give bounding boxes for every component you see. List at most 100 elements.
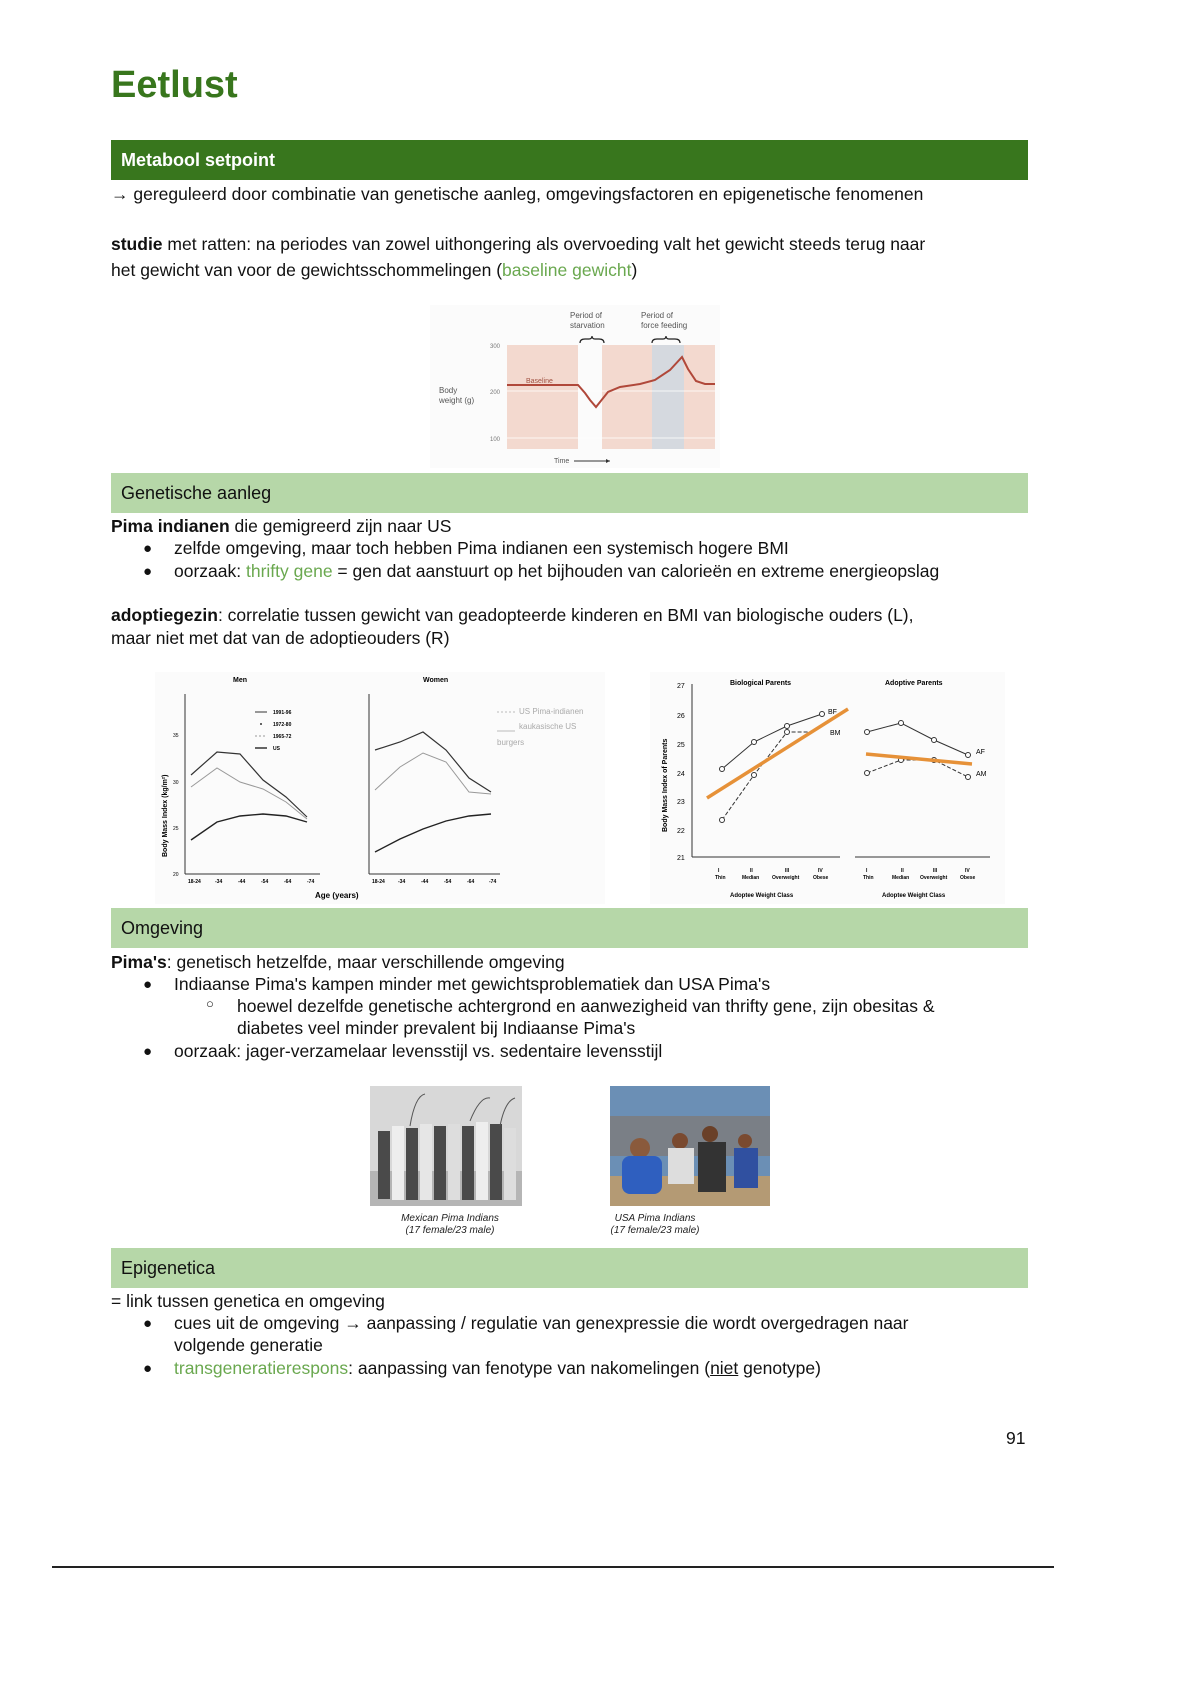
section-header-omgeving: Omgeving bbox=[111, 908, 1028, 948]
caption-usa-pima: USA Pima Indians (17 female/23 male) bbox=[600, 1213, 710, 1237]
bullet-text: oorzaak: jager-verzamelaar levensstijl v… bbox=[174, 1041, 663, 1061]
bullet-text: Indiaanse Pima's kampen minder met gewic… bbox=[174, 974, 771, 994]
svg-text:Obese: Obese bbox=[960, 875, 976, 881]
page-number: 91 bbox=[1006, 1428, 1026, 1448]
pima-bold: Pima indianen bbox=[111, 516, 230, 536]
series-men-pima-2 bbox=[190, 767, 308, 820]
brace-force-feeding bbox=[651, 335, 681, 344]
page-divider bbox=[52, 1566, 1054, 1568]
panel-title-biological: Biological Parents bbox=[730, 680, 791, 687]
studie-end: ) bbox=[631, 260, 638, 280]
svg-text:I: I bbox=[866, 868, 868, 874]
svg-text:Overweight: Overweight bbox=[920, 875, 948, 881]
ytick-300: 300 bbox=[490, 344, 501, 350]
xtick: -54 bbox=[444, 879, 451, 885]
bullet-text-1: cues uit de omgeving → aanpassing / regu… bbox=[174, 1313, 909, 1333]
y-axis-label: Body Mass Index (kg/m²) bbox=[162, 775, 169, 857]
panel-title-women: Women bbox=[423, 677, 448, 684]
trendline-biological bbox=[706, 707, 849, 800]
shade-after bbox=[602, 345, 652, 449]
ytick: 23 bbox=[677, 799, 685, 806]
caption-line: (17 female/23 male) bbox=[610, 1225, 700, 1236]
bullet-post: = gen dat aanstuurt op het bijhouden van… bbox=[332, 561, 940, 581]
ytick: 35 bbox=[173, 733, 179, 739]
figure-pima-bmi: Men Women Body Mass Index (kg/m²) 35 30 … bbox=[155, 672, 605, 904]
pimas-line: Pima's: genetisch hetzelfde, maar versch… bbox=[111, 951, 565, 974]
brace-starvation bbox=[579, 335, 605, 344]
ytick: 25 bbox=[173, 826, 179, 832]
studie-paragraph-line2: het gewicht van voor de gewichtsschommel… bbox=[111, 259, 637, 282]
adoptie-line2: maar niet met dat van de adoptieouders (… bbox=[111, 628, 450, 648]
photo-usa-pima bbox=[610, 1086, 770, 1206]
label-period-starvation-2: starvation bbox=[570, 321, 605, 330]
svg-text:Median: Median bbox=[742, 875, 759, 881]
y-axis-label-1: Body bbox=[439, 386, 457, 395]
svg-text:II: II bbox=[901, 868, 904, 874]
xtick: 18-24 bbox=[188, 879, 201, 885]
x-axis-label-right: Adoptee Weight Class bbox=[882, 893, 946, 899]
series-women-pima bbox=[374, 731, 492, 793]
pimas-text: : genetisch hetzelfde, maar verschillend… bbox=[166, 952, 565, 972]
label-af: AF bbox=[976, 749, 985, 756]
bullet-text-main: : aanpassing van fenotype van nakomeling… bbox=[348, 1358, 711, 1378]
ytick: 27 bbox=[677, 683, 685, 690]
ytick: 30 bbox=[173, 780, 179, 786]
svg-text:Median: Median bbox=[892, 875, 909, 881]
bullet-icon: ● bbox=[143, 1315, 153, 1332]
svg-text:Obese: Obese bbox=[813, 875, 829, 881]
svg-text:Thin: Thin bbox=[863, 875, 874, 881]
xtick: -74 bbox=[307, 879, 314, 885]
annotation-us-pima: US Pima-indianen bbox=[519, 707, 583, 716]
svg-text:1972-80: 1972-80 bbox=[273, 722, 292, 728]
pimas-bold: Pima's bbox=[111, 952, 167, 972]
annotation-caucasian: kaukasische US bbox=[519, 722, 576, 731]
adoptie-bold: adoptiegezin bbox=[111, 605, 218, 625]
section-header-epigenetica: Epigenetica bbox=[111, 1248, 1028, 1288]
series-men-pima bbox=[190, 751, 308, 818]
ytick: 22 bbox=[677, 828, 685, 835]
label-period-force-2: force feeding bbox=[641, 321, 687, 330]
label-period-force-1: Period of bbox=[641, 311, 674, 320]
page-title: Eetlust bbox=[111, 64, 238, 106]
shade-end bbox=[684, 345, 715, 449]
bullet-text: zelfde omgeving, maar toch hebben Pima i… bbox=[174, 538, 789, 558]
xtick: 18-24 bbox=[372, 879, 385, 885]
xtick: -74 bbox=[489, 879, 496, 885]
baseline-label: Baseline bbox=[526, 378, 553, 385]
svg-text:Overweight: Overweight bbox=[772, 875, 800, 881]
bullet-text: transgeneratierespons: aanpassing van fe… bbox=[174, 1357, 821, 1380]
ytick: 21 bbox=[677, 855, 685, 862]
panel-title-adoptive: Adoptive Parents bbox=[885, 680, 943, 687]
svg-text:III: III bbox=[933, 868, 938, 874]
ytick-200: 200 bbox=[490, 390, 501, 396]
studie-paragraph-line1: studie met ratten: na periodes van zowel… bbox=[111, 233, 925, 256]
series-af bbox=[866, 722, 969, 756]
bullet-end: genotype) bbox=[738, 1358, 821, 1378]
studie-bold: studie bbox=[111, 234, 163, 254]
series-women-pima-2 bbox=[374, 752, 492, 795]
svg-text:IV: IV bbox=[818, 868, 823, 874]
series-bf bbox=[721, 713, 823, 770]
caption-line: (17 female/23 male) bbox=[405, 1225, 495, 1236]
bullet-icon: ● bbox=[143, 1043, 153, 1060]
sub-bullet-text-1: hoewel dezelfde genetische achtergrond e… bbox=[237, 996, 935, 1016]
x-axis-label: Age (years) bbox=[315, 891, 359, 900]
bullet-pre: oorzaak: bbox=[174, 561, 246, 581]
svg-text:US: US bbox=[273, 746, 281, 752]
baseline-term: baseline gewicht bbox=[502, 260, 632, 280]
xtick: -64 bbox=[284, 879, 291, 885]
studie-text: met ratten: na periodes van zowel uithon… bbox=[162, 234, 926, 254]
y-axis-label: Body Mass Index of Parents bbox=[662, 739, 669, 832]
series-am bbox=[866, 759, 969, 778]
bullet-icon: ● bbox=[143, 563, 153, 580]
ytick: 25 bbox=[677, 742, 685, 749]
sub-bullet-icon: ○ bbox=[206, 996, 214, 1011]
weight-line bbox=[507, 355, 715, 409]
xtick: -34 bbox=[398, 879, 405, 885]
panel-title-men: Men bbox=[233, 677, 247, 684]
shade-before bbox=[507, 345, 578, 449]
bullet-text-2: volgende generatie bbox=[174, 1335, 323, 1355]
svg-text:IV: IV bbox=[965, 868, 970, 874]
bullet-icon: ● bbox=[143, 540, 153, 557]
svg-text:III: III bbox=[785, 868, 790, 874]
